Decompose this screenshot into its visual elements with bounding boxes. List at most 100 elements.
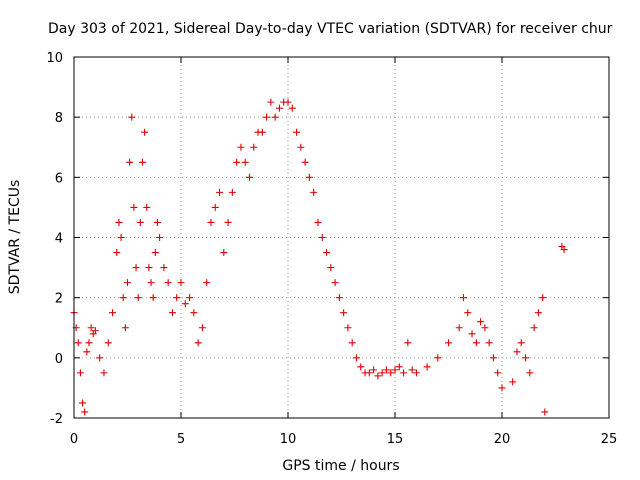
x-tick-label: 5 <box>177 432 185 447</box>
data-point <box>224 218 232 226</box>
data-point <box>271 113 279 121</box>
data-point <box>297 143 305 151</box>
data-point <box>404 339 412 347</box>
data-point <box>335 294 343 302</box>
data-point <box>391 366 399 374</box>
data-point <box>241 158 249 166</box>
data-point <box>85 339 93 347</box>
data-point <box>186 294 194 302</box>
data-point <box>79 399 87 407</box>
data-point <box>522 354 530 362</box>
data-point <box>539 294 547 302</box>
data-point <box>327 264 335 272</box>
data-point <box>370 366 378 374</box>
data-point <box>121 324 129 332</box>
data-point <box>96 354 104 362</box>
data-point <box>408 366 416 374</box>
data-point <box>382 366 390 374</box>
data-point <box>400 369 408 377</box>
data-point <box>323 249 331 257</box>
data-point <box>267 98 275 106</box>
data-point <box>434 354 442 362</box>
data-point <box>151 249 159 257</box>
data-point <box>284 98 292 106</box>
data-point <box>177 279 185 287</box>
data-point <box>513 348 521 356</box>
data-point <box>352 354 360 362</box>
data-point <box>357 363 365 371</box>
x-axis-label: GPS time / hours <box>282 458 399 474</box>
data-point <box>143 203 151 211</box>
axis-ticks: 0 5 10 15 20 25 -2 0 2 4 6 8 10 <box>46 51 617 447</box>
data-point <box>81 408 89 416</box>
data-point <box>344 324 352 332</box>
data-point <box>455 324 463 332</box>
data-point <box>468 330 476 338</box>
data-point <box>263 113 271 121</box>
data-point <box>132 264 140 272</box>
data-point <box>164 279 172 287</box>
data-point <box>136 218 144 226</box>
data-point <box>128 113 136 121</box>
data-point <box>109 309 117 317</box>
data-point <box>560 246 568 254</box>
data-point <box>147 279 155 287</box>
data-point <box>153 218 161 226</box>
data-point <box>138 158 146 166</box>
data-point <box>464 309 472 317</box>
y-tick-label: 10 <box>46 51 63 66</box>
data-point <box>374 372 382 380</box>
chart-title: Day 303 of 2021, Sidereal Day-to-day VTE… <box>48 21 613 37</box>
data-point <box>117 234 125 241</box>
y-tick-label: 6 <box>55 171 63 186</box>
data-point <box>509 378 517 386</box>
data-point <box>173 294 181 302</box>
data-point <box>310 188 318 196</box>
data-point <box>181 300 189 308</box>
data-point <box>115 218 123 226</box>
data-point <box>190 309 198 317</box>
y-tick-label: 8 <box>55 111 63 126</box>
data-point <box>216 188 224 196</box>
data-point <box>145 264 153 272</box>
data-point <box>203 279 211 287</box>
x-tick-label: 20 <box>494 432 511 447</box>
data-point <box>100 369 108 377</box>
data-point <box>91 327 99 335</box>
data-point <box>220 249 228 257</box>
y-tick-label: 4 <box>55 232 63 247</box>
data-point <box>412 369 420 377</box>
x-tick-label: 25 <box>601 432 618 447</box>
data-point <box>314 218 322 226</box>
data-point <box>168 309 176 317</box>
data-series <box>70 98 568 416</box>
data-point <box>481 324 489 332</box>
data-point <box>104 339 112 347</box>
x-tick-label: 15 <box>387 432 404 447</box>
y-tick-label: 0 <box>55 352 63 367</box>
data-point <box>348 339 356 347</box>
data-point <box>198 324 206 332</box>
data-point <box>494 369 502 377</box>
y-tick-label: -2 <box>50 412 63 427</box>
data-point <box>211 203 219 211</box>
data-point <box>160 264 168 272</box>
data-point <box>459 294 467 302</box>
data-point <box>258 128 266 136</box>
data-point <box>293 128 301 136</box>
data-point <box>87 324 95 332</box>
data-point <box>113 249 121 257</box>
data-point <box>74 339 82 347</box>
data-point <box>305 173 313 181</box>
data-point <box>445 339 452 347</box>
data-point <box>485 339 493 347</box>
data-point <box>526 369 534 377</box>
data-point <box>76 369 84 377</box>
data-point <box>156 234 164 241</box>
data-point <box>250 143 258 151</box>
data-point <box>534 309 542 317</box>
data-point <box>194 339 202 347</box>
y-tick-label: 2 <box>55 292 63 307</box>
data-point <box>477 318 485 326</box>
